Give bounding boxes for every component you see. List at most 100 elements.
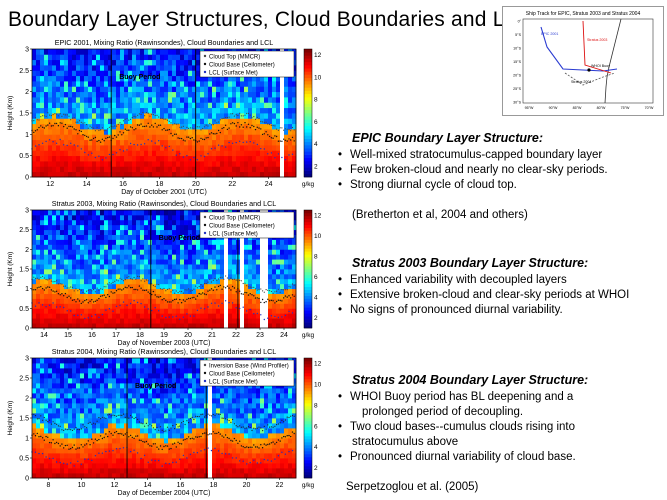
colorbar [304, 49, 312, 178]
buoy-period-label: Buoy Period [119, 74, 160, 81]
colorbar-tick: 12 [314, 52, 322, 59]
colorbar-tick: 6 [314, 274, 318, 281]
colorbar-unit: g/kg [302, 482, 315, 489]
bullet-continuation: prolonged period of decoupling. [362, 406, 524, 418]
colorbar-tick: 12 [314, 361, 322, 368]
ship-track-map: Ship Track for EPIC, Stratus 2003 and St… [502, 6, 664, 116]
map-title: Ship Track for EPIC, Stratus 2003 and St… [526, 11, 641, 17]
legend-entry: LCL (Surface Met) [209, 71, 258, 77]
map-lat-ticks: 0° 5°S 10°S 15°S 20°S 25°S 30°S [513, 20, 521, 105]
x-tick-label: 23 [256, 332, 264, 339]
cloud-boundary-points [31, 413, 295, 467]
epic-track [540, 26, 618, 72]
reference-note: (Bretherton et al, 2004 and others) [352, 209, 528, 221]
bullet: • Pronounced diurnal variability of cloud… [338, 451, 576, 463]
legend-box [199, 50, 295, 78]
chart-epic2001: EPIC 2001, Mixing Ratio (Rawinsondes), C… [7, 38, 322, 196]
legend-marker [203, 371, 207, 375]
map-label-buoy: WHOI Buoy [591, 64, 610, 68]
x-tick-label: 14 [144, 482, 152, 489]
cloud-boundary-points [31, 275, 295, 321]
x-tick-label: 22 [276, 482, 284, 489]
legend-box [199, 359, 295, 387]
map-lon-tick: 75°W [621, 106, 630, 110]
x-axis-label: Day of December 2004 (UTC) [118, 490, 211, 497]
colorbar-tick: 2 [314, 465, 318, 472]
chart-stratus2003: Stratus 2003, Mixing Ratio (Rawinsondes)… [7, 199, 322, 347]
bullet: • Enhanced variability with decoupled lay… [338, 274, 567, 286]
colorbar-tick: 4 [314, 141, 318, 148]
colorbar-unit: g/kg [302, 181, 315, 188]
y-tick-label: 2 [25, 247, 29, 254]
section-heading: EPIC Boundary Layer Structure: [352, 131, 544, 145]
x-tick-label: 17 [112, 332, 120, 339]
legend-entry: LCL (Surface Met) [209, 380, 258, 386]
colorbar-tick: 12 [314, 213, 322, 220]
y-tick-label: 0.5 [19, 153, 29, 160]
x-tick-label: 21 [208, 332, 216, 339]
map-lat-tick: 25°S [513, 87, 521, 91]
cloud-boundary-points [31, 111, 295, 161]
panel-epic2001: EPIC 2001, Mixing Ratio (Rawinsondes), C… [2, 37, 332, 197]
x-tick-label: 16 [119, 181, 127, 188]
legend-entry: Cloud Base (Ceilometer) [209, 63, 275, 69]
colorbar-tick: 10 [314, 74, 322, 81]
legend-marker [203, 215, 207, 219]
y-tick-label: 0 [25, 476, 29, 483]
map-lat-tick: 5°S [515, 33, 521, 37]
heatmap [32, 49, 297, 178]
x-tick-label: 18 [210, 482, 218, 489]
legend-entry: Cloud Base (Ceilometer) [209, 224, 275, 230]
colorbar-unit: g/kg [302, 332, 315, 339]
y-tick-label: 2 [25, 89, 29, 96]
panel-title: Stratus 2003, Mixing Ratio (Rawinsondes)… [52, 199, 277, 208]
x-tick-label: 12 [46, 181, 54, 188]
y-tick-label: 2.5 [19, 376, 29, 383]
legend-entry: Inversion Base (Wind Profiler) [209, 364, 289, 370]
colorbar-tick: 8 [314, 254, 318, 261]
bullet: • No signs of pronounced diurnal variabil… [338, 304, 563, 316]
colorbar-tick: 4 [314, 444, 318, 451]
panel-stratus2004: Stratus 2004, Mixing Ratio (Rawinsondes)… [2, 346, 332, 498]
chart-stratus2004: Stratus 2004, Mixing Ratio (Rawinsondes)… [7, 347, 322, 497]
map-svg: Ship Track for EPIC, Stratus 2003 and St… [513, 11, 654, 110]
heatmap [32, 358, 297, 479]
legend-entry: Cloud Top (MMCR) [209, 55, 260, 61]
y-axis-label: Height (Km) [7, 252, 14, 287]
buoy-period-label: Buoy Period [159, 235, 200, 242]
colorbar-tick: 2 [314, 163, 318, 170]
colorbar [304, 358, 312, 479]
x-tick-label: 19 [160, 332, 168, 339]
x-tick-label: 24 [265, 181, 273, 188]
y-axis-label: Height (Km) [7, 401, 14, 436]
y-tick-label: 1 [25, 286, 29, 293]
map-lat-tick: 10°S [513, 47, 521, 51]
colorbar-tick: 2 [314, 315, 318, 322]
y-tick-label: 1 [25, 436, 29, 443]
map-lon-tick: 95°W [525, 106, 534, 110]
x-tick-label: 20 [184, 332, 192, 339]
map-label-epic: EPIC 2001 [541, 32, 558, 36]
slide-title: Boundary Layer Structures, Cloud Boundar… [8, 8, 532, 31]
legend-entry: Cloud Base (Ceilometer) [209, 372, 275, 378]
x-tick-label: 14 [40, 332, 48, 339]
y-tick-label: 3 [25, 208, 29, 215]
y-tick-label: 1 [25, 132, 29, 139]
x-tick-label: 18 [136, 332, 144, 339]
colorbar-tick: 10 [314, 233, 322, 240]
y-tick-label: 3 [25, 47, 29, 54]
section-heading: Stratus 2003 Boundary Layer Structure: [352, 256, 589, 270]
map-lat-tick: 20°S [513, 74, 521, 78]
x-tick-label: 16 [177, 482, 185, 489]
panel-title: EPIC 2001, Mixing Ratio (Rawinsondes), C… [55, 38, 274, 47]
y-tick-label: 0.5 [19, 306, 29, 313]
section-stratus2003: Stratus 2003 Boundary Layer Structure: •… [338, 256, 663, 318]
y-tick-label: 0.5 [19, 456, 29, 463]
x-tick-label: 15 [64, 332, 72, 339]
y-axis-label: Height (Km) [7, 96, 14, 131]
panel-title: Stratus 2004, Mixing Ratio (Rawinsondes)… [52, 347, 277, 356]
x-tick-label: 20 [243, 482, 251, 489]
x-axis-label: Day of October 2001 (UTC) [121, 189, 207, 196]
bullet: • Extensive broken-cloud and clear-sky pe… [338, 289, 630, 301]
section-stratus2004: Stratus 2004 Boundary Layer Structure: •… [338, 373, 663, 465]
